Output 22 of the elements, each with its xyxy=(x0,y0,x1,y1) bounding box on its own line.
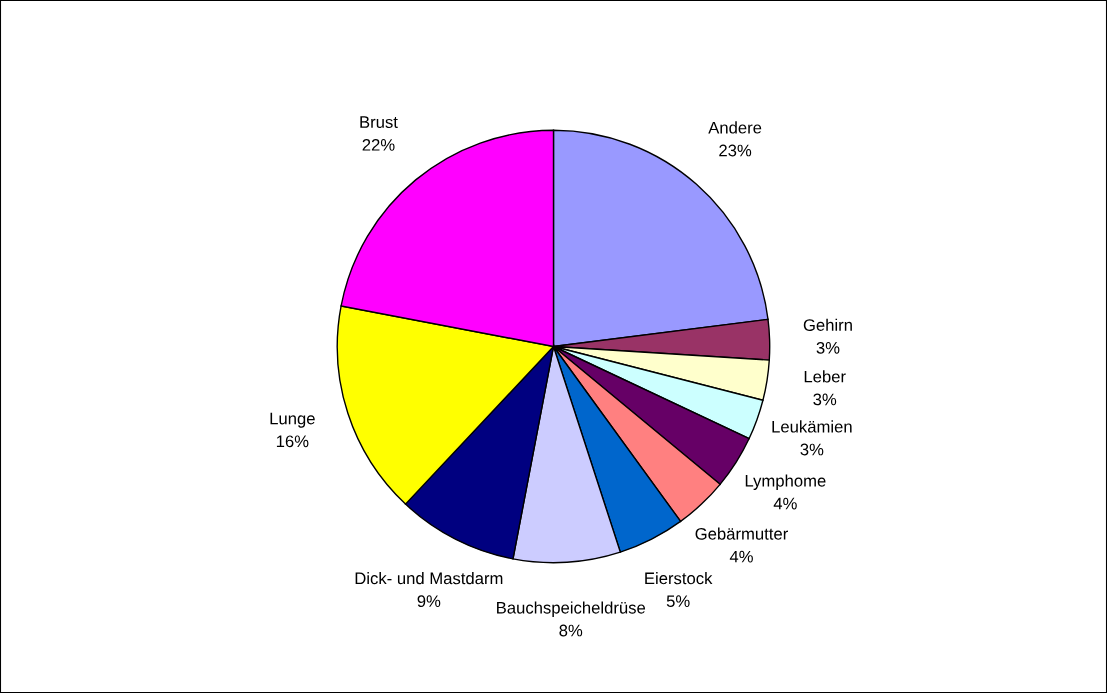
data-label: 3% xyxy=(813,393,837,406)
data-label: 22% xyxy=(362,138,395,151)
slice-label: Andere xyxy=(708,121,762,134)
data-label: 16% xyxy=(276,435,309,448)
data-label: 8% xyxy=(559,624,583,637)
data-label: 9% xyxy=(417,595,441,608)
slice-label: Leber xyxy=(804,370,846,383)
slice-label: Eierstock xyxy=(645,572,713,585)
data-label: 4% xyxy=(729,550,753,563)
data-label: 3% xyxy=(816,341,840,354)
slice-label: Lunge xyxy=(270,412,315,428)
data-label: 3% xyxy=(800,443,824,456)
data-label: 4% xyxy=(773,497,797,510)
slice-label: Leukämien xyxy=(772,420,852,433)
slice-label: Brust xyxy=(360,116,398,128)
slice-label: Bauchspeicheldrüse xyxy=(497,601,646,617)
slice-label: Lymphome xyxy=(745,474,826,491)
data-label: 5% xyxy=(666,595,690,608)
data-label: 23% xyxy=(719,144,752,157)
slice-label: Dick- und Mastdarm xyxy=(355,572,503,585)
slice-label: Gehirn xyxy=(803,318,852,331)
slice-label: Gebärmutter xyxy=(695,527,788,540)
